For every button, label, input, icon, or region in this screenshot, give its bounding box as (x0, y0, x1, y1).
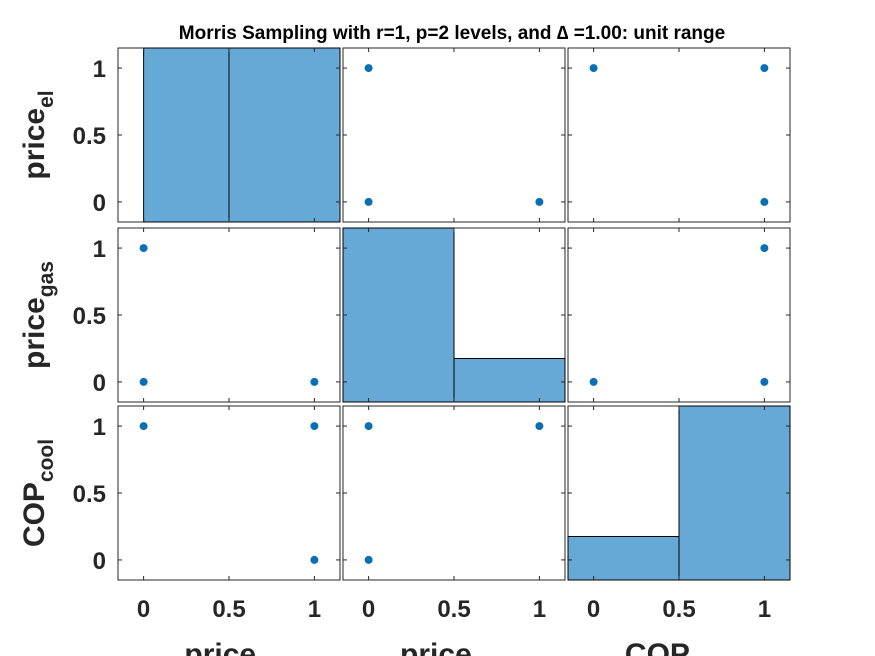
data-point (310, 555, 319, 564)
x-axis-label: pricegas (400, 638, 508, 656)
data-point (589, 64, 598, 73)
x-tick-label: 0.5 (437, 596, 470, 623)
panel-frame (117, 405, 341, 581)
y-tick-label: 0.5 (73, 481, 106, 508)
y-axis-label: pricegas (18, 261, 58, 369)
y-axis-label: COPcool (18, 439, 58, 547)
y-axis-label-base: price (18, 297, 51, 369)
x-tick-label: 1 (308, 596, 321, 623)
data-point (364, 64, 373, 73)
data-point (364, 555, 373, 564)
x-tick-label: 0 (362, 596, 375, 623)
panel-frame (117, 227, 341, 403)
panel-frame (567, 47, 791, 223)
x-tick-label: 1 (533, 596, 546, 623)
histogram-bar (143, 47, 230, 223)
panels (117, 47, 791, 581)
data-point (760, 244, 769, 253)
panel-frame (342, 405, 566, 581)
y-axis-label-base: price (18, 108, 51, 180)
y-tick-label: 1 (93, 236, 106, 263)
panel-r2-c2 (567, 405, 791, 581)
y-tick-label: 0 (93, 370, 106, 397)
histogram-bar (567, 536, 680, 581)
y-axis-label-subscript: el (35, 90, 58, 108)
panel-r2-c1 (342, 405, 566, 581)
y-axis-label-base: COP (18, 482, 51, 547)
data-point (589, 377, 598, 386)
y-axis-label-subscript: cool (35, 439, 58, 482)
data-point (139, 422, 148, 431)
data-point (139, 377, 148, 386)
x-tick-label: 0.5 (212, 596, 245, 623)
data-point (760, 64, 769, 73)
x-tick-label: 0 (587, 596, 600, 623)
panel-frame (342, 47, 566, 223)
x-axis-labels: 0 0.5 1 priceel 0 0.5 1 pricegas 0 0.5 1 COPcool (137, 596, 771, 656)
x-axis-label-base: COP (625, 638, 690, 656)
x-tick-label: 0 (137, 596, 150, 623)
panel-frame (567, 227, 791, 403)
chart-title: Morris Sampling with r=1, p=2 levels, an… (179, 23, 725, 44)
x-axis-label: COPcool (625, 638, 733, 656)
panel-r1-c1 (342, 227, 566, 403)
y-axis-label: priceel (18, 90, 58, 179)
data-point (364, 197, 373, 206)
histogram-bar (453, 358, 566, 403)
data-point (139, 244, 148, 253)
x-axis-label-base: price (184, 638, 256, 656)
y-axis-label-subscript: gas (35, 261, 58, 297)
data-point (310, 377, 319, 386)
x-axis-label-base: price (400, 638, 472, 656)
histogram-bar (678, 405, 791, 581)
y-tick-label: 0 (93, 548, 106, 575)
y-tick-label: 0 (93, 190, 106, 217)
panel-r0-c1 (342, 47, 566, 223)
histogram-bar (342, 227, 455, 403)
data-point (760, 377, 769, 386)
y-tick-label: 0.5 (73, 123, 106, 150)
x-tick-label: 1 (758, 596, 771, 623)
y-tick-label: 1 (93, 56, 106, 83)
data-point (310, 422, 319, 431)
y-tick-label: 0.5 (73, 303, 106, 330)
x-tick-label: 0.5 (662, 596, 695, 623)
panel-r1-c0 (117, 227, 341, 403)
x-axis-label: priceel (184, 638, 273, 656)
data-point (760, 197, 769, 206)
panel-r2-c0 (117, 405, 341, 581)
data-point (535, 197, 544, 206)
panel-r0-c2 (567, 47, 791, 223)
histogram-bar (228, 47, 341, 223)
panel-r0-c0 (117, 47, 341, 223)
panel-r1-c2 (567, 227, 791, 403)
data-point (535, 422, 544, 431)
data-point (364, 422, 373, 431)
y-tick-label: 1 (93, 414, 106, 441)
